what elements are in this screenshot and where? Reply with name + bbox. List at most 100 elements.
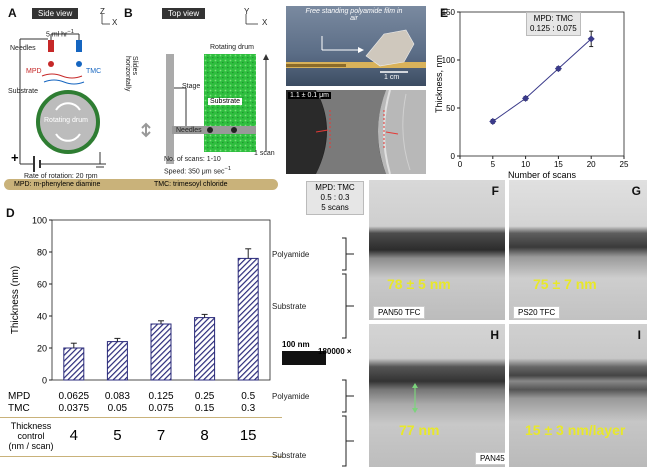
y-tick-label: 40	[37, 312, 47, 322]
scale-bar	[282, 351, 326, 365]
film-photo-art	[286, 29, 426, 73]
tmc-value: 0.05	[107, 403, 128, 414]
fghi-ratio-box: MPD: TMC 0.5 : 0.3 5 scans	[306, 181, 364, 215]
fghi-box-line1: MPD: TMC	[315, 183, 355, 192]
panel-h-label: H	[490, 328, 499, 342]
substrate-label-b: Substrate	[208, 98, 242, 105]
bar	[106, 341, 128, 381]
bar	[150, 323, 172, 381]
x-tick-label: 20	[587, 160, 596, 169]
control-value: 8	[200, 427, 209, 444]
bar	[194, 317, 216, 381]
tmc-row-label: TMC	[8, 403, 30, 414]
control-row-label: Thickness control (nm / scan)	[6, 421, 56, 451]
needles-label-b: Needles	[176, 127, 202, 134]
tmc-value: 0.3	[241, 403, 256, 414]
abbreviation-bar: MPD: m-phenylene diamine TMC: trimesoyl …	[4, 179, 278, 190]
mpd-value: 0.125	[148, 391, 174, 402]
table-divider-bottom	[0, 456, 282, 457]
mpd-definition: MPD: m-phenylene diamine	[14, 181, 101, 188]
x-tick-label: 25	[620, 160, 629, 169]
control-value: 15	[239, 427, 257, 444]
x-tick-label: 10	[521, 160, 530, 169]
sem-cross-section: 1.1 ± 0.1 μm	[286, 90, 426, 174]
mpd-value: 0.083	[104, 391, 130, 402]
y-tick-label: 150	[442, 8, 456, 17]
chart-thickness-vs-scans: 0 5 10 15 20 25 0 50 100 150 Number of scans Thickn…	[434, 8, 629, 180]
panel-e-box-line2: 0.125 : 0.075	[530, 24, 577, 33]
panel-g-label: G	[631, 184, 641, 198]
panel-a-title: Side view	[32, 8, 79, 19]
film-caption: Free standing polyamide film in air	[305, 8, 403, 22]
tem-image-h: H 77 nm PAN450 TFC	[369, 324, 505, 467]
scale-bar-label: 100 nm	[282, 340, 310, 349]
sem-thickness: 1.1 ± 0.1 μm	[288, 92, 332, 99]
bar	[237, 257, 259, 381]
control-label-3: (nm / scan)	[8, 441, 54, 451]
chart-thickness-bars: 0 20 40 60 80 100 Thickness (nm)	[10, 216, 271, 386]
panel-a-label: A	[8, 6, 17, 20]
one-scan-label: 1 scan	[254, 150, 275, 157]
control-value: 7	[156, 427, 166, 444]
mpd-value: 0.25	[194, 391, 215, 402]
panel-g-caption: PS20 TFC	[513, 306, 561, 319]
rotation-rate: Rate of rotation: 20 rpm	[24, 173, 98, 180]
rotating-drum	[36, 90, 100, 154]
data-point	[489, 117, 497, 125]
magnification: 180000 ×	[318, 347, 352, 356]
tmc-value: 0.0375	[58, 403, 90, 414]
panel-b-label: B	[124, 6, 133, 20]
mpd-needle	[48, 40, 54, 52]
y-axis-label: Thickness (nm)	[10, 266, 21, 334]
layer-brackets	[342, 237, 354, 467]
panel-f-caption: PAN50 TFC	[373, 306, 426, 319]
axis-x: X	[112, 18, 118, 27]
scans-label: No. of scans: 1-10	[164, 156, 221, 163]
panel-f-label: F	[491, 184, 499, 198]
x-tick-label: 5	[491, 160, 496, 169]
tmc-definition: TMC: trimesoyl chloride	[154, 181, 228, 188]
mpd-row-label: MPD	[8, 391, 31, 402]
photo-film: Free standing polyamide film in air 1 cm	[286, 6, 426, 86]
bar	[63, 347, 85, 381]
panel-h-thickness: 77 nm	[399, 422, 440, 438]
panel-e: E 0 5 10 15 20 25 0 50 100 150 Number of scans Thic…	[434, 0, 648, 182]
mpd-value: 0.0625	[58, 391, 90, 402]
tmc-value: 0.15	[194, 403, 215, 414]
y-tick-label: 80	[37, 248, 47, 258]
y-tick-label: 60	[37, 280, 47, 290]
y-tick-label: 0	[42, 376, 47, 386]
y-tick-label: 20	[37, 344, 47, 354]
x-tick-label: 0	[458, 160, 463, 169]
panel-d: D 0 20 40 60 80 100 Thickness (nm) MPD TMC 0.0…	[0, 198, 282, 467]
control-label-2: control	[17, 431, 45, 441]
film-scale: 1 cm	[384, 74, 400, 81]
axis-y: Y	[244, 7, 250, 16]
panel-i-thickness: 15 ± 3 nm/layer	[525, 422, 626, 438]
series-line	[492, 38, 592, 122]
slides-label: Slides horizontally	[124, 56, 138, 92]
panel-c: C Free standing polyamide film in air 1 …	[284, 4, 434, 176]
panel-a: A Side view Z X Needles 5 ml hr−1 MPD TM…	[4, 4, 120, 184]
fghi-box-line2: 0.5 : 0.3	[320, 193, 350, 202]
needle-arm	[172, 126, 256, 134]
substrate-label-top: Substrate	[272, 302, 307, 311]
polyamide-label-bottom: Polyamide	[272, 392, 310, 401]
fghi-box-line3: 5 scans	[321, 203, 349, 212]
needles-label: Needles	[10, 45, 36, 52]
axis-z: Z	[100, 7, 105, 16]
substrate-label-bottom: Substrate	[272, 451, 307, 460]
mpd-value: 0.5	[241, 391, 256, 402]
scale-bar-group: 100 nm	[282, 340, 326, 365]
y-tick-label: 50	[446, 104, 455, 113]
y-tick-label: 100	[32, 216, 47, 226]
tem-image-i: I 15 ± 3 nm/layer	[509, 324, 647, 467]
x-tick-label: 15	[554, 160, 563, 169]
table-divider-top	[0, 417, 282, 418]
mpd-label: MPD	[26, 68, 42, 75]
panel-b-title: Top view	[162, 8, 206, 19]
y-tick-label: 0	[451, 152, 456, 161]
composition-table: MPD TMC 0.0625 0.083 0.125 0.25 0.5 0.0375 0.…	[0, 384, 282, 467]
panel-e-label: E	[440, 6, 449, 20]
panel-d-label: D	[6, 206, 15, 220]
